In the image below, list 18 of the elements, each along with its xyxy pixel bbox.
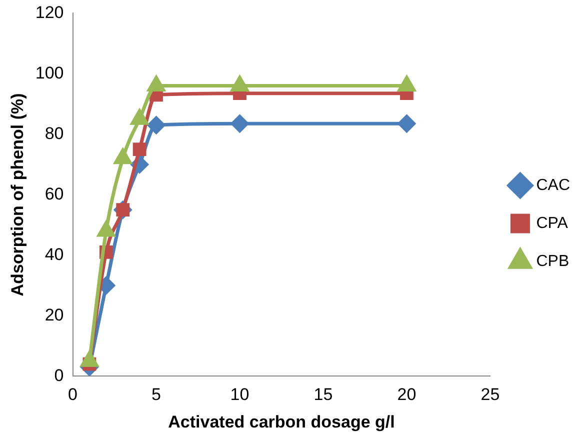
- y-tick-label: 80: [44, 124, 64, 143]
- x-tick-label: 20: [397, 385, 416, 404]
- y-tick-label: 100: [35, 63, 64, 82]
- x-tick-label: 5: [152, 385, 161, 404]
- legend-label: CAC: [536, 176, 570, 194]
- x-tick-label: 10: [230, 385, 250, 404]
- y-tick-label: 20: [44, 305, 64, 324]
- x-tick-label: 25: [480, 385, 500, 404]
- y-tick-label: 120: [35, 2, 64, 22]
- y-axis-title: Adsorption of phenol (%): [8, 93, 27, 296]
- y-tick-label: 0: [54, 366, 64, 385]
- y-tick-label: 40: [44, 244, 64, 264]
- x-tick-label: 0: [68, 385, 78, 404]
- y-tick-label: 60: [44, 184, 64, 204]
- legend-label: CPA: [536, 214, 568, 232]
- legend-label: CPB: [536, 252, 570, 270]
- x-tick-label: 15: [314, 385, 333, 404]
- x-axis-title: Activated carbon dosage g/l: [168, 412, 395, 432]
